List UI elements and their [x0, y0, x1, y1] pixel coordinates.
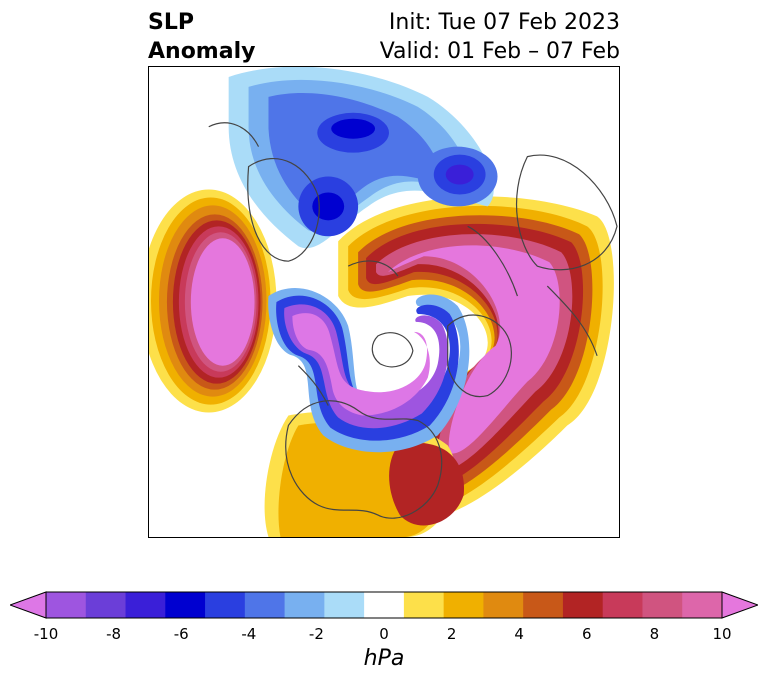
title-anomaly: Anomaly: [148, 39, 256, 64]
colorbar-segment: [642, 592, 683, 618]
colorbar-segment: [46, 592, 87, 618]
colorbar-segment: [483, 592, 524, 618]
negative-anomaly-atlantic: [268, 288, 470, 453]
colorbar-tick-label: -10: [33, 625, 59, 643]
colorbar-segment: [165, 592, 206, 618]
colorbar-segment: [364, 592, 405, 618]
colorbar-tick-label: -8: [106, 625, 122, 643]
colorbar-segment: [443, 592, 484, 618]
colorbar-segment: [602, 592, 643, 618]
colorbar-tick-label: 4: [514, 625, 524, 643]
colorbar-tick-label: -2: [308, 625, 324, 643]
colorbar-segment: [523, 592, 564, 618]
map-panel: [148, 66, 620, 538]
colorbar-extend-min: [10, 591, 47, 619]
colorbar-segment: [562, 592, 604, 618]
chart-title-right: Init: Tue 07 Feb 2023 Valid: 01 Feb – 07…: [380, 8, 620, 66]
valid-range: Valid: 01 Feb – 07 Feb: [379, 39, 620, 64]
positive-anomaly-asia: [338, 196, 614, 519]
colorbar-segment: [403, 592, 445, 618]
colorbar-tick-label: -4: [241, 625, 257, 643]
colorbar-tick-label: 0: [379, 625, 389, 643]
colorbar-unit: hPa: [363, 646, 405, 671]
positive-anomaly-pacific: [149, 189, 277, 413]
colorbar: [10, 591, 758, 619]
colorbar-segment: [85, 592, 127, 618]
colorbar-segment: [682, 592, 723, 618]
chart-title-left: SLP Anomaly: [148, 8, 255, 66]
colorbar-segment: [324, 592, 365, 618]
colorbar-segment: [125, 592, 166, 618]
colorbar-tick-label: 6: [582, 625, 592, 643]
colorbar-tick-label: -6: [173, 625, 189, 643]
colorbar-segment: [205, 592, 246, 618]
positive-anomaly-usa: [264, 411, 465, 537]
anomaly-map: [149, 67, 619, 537]
land-outlines: [208, 122, 618, 519]
negative-anomaly-polar: [228, 67, 498, 249]
colorbar-tick-label: 2: [446, 625, 457, 643]
init-date: Init: Tue 07 Feb 2023: [388, 10, 620, 35]
colorbar-segment: [284, 592, 325, 618]
title-variable: SLP: [148, 10, 194, 35]
colorbar-tick-label: 8: [649, 625, 660, 643]
colorbar-tick-label: 10: [712, 625, 732, 643]
colorbar-outline: [45, 591, 723, 619]
colorbar-extend-max: [721, 591, 758, 619]
colorbar-segment: [244, 592, 286, 618]
